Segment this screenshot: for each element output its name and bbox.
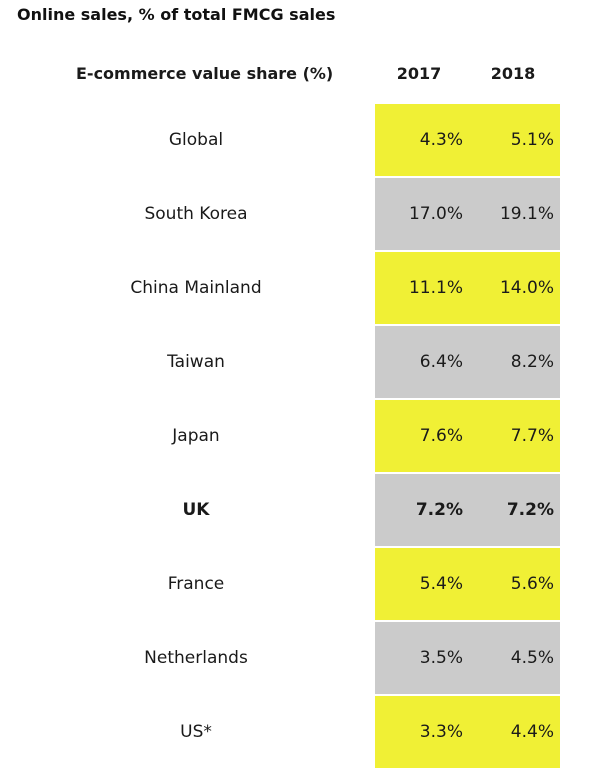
cell-2017: 17.0% bbox=[375, 178, 469, 250]
cell-2017: 3.5% bbox=[375, 622, 469, 694]
cell-2017: 3.3% bbox=[375, 696, 469, 768]
row-divider bbox=[375, 176, 560, 178]
header-year-2017: 2017 bbox=[396, 64, 442, 83]
cell-2018: 5.1% bbox=[469, 104, 560, 176]
cell-2018: 7.7% bbox=[469, 400, 560, 472]
header-label: E-commerce value share (%) bbox=[76, 64, 334, 83]
row-label: UK bbox=[182, 500, 210, 520]
table-body: Global 4.3% 5.1% South Korea 17.0% 19.1% China… bbox=[0, 104, 595, 770]
row-divider bbox=[375, 472, 560, 474]
cell-2017: 7.6% bbox=[375, 400, 469, 472]
table-row: UK 7.2% 7.2% bbox=[0, 474, 595, 548]
table-row: Netherlands 3.5% 4.5% bbox=[0, 622, 595, 696]
table-row: Global 4.3% 5.1% bbox=[0, 104, 595, 178]
header-year-2018: 2018 bbox=[490, 64, 536, 83]
table-row: Japan 7.6% 7.7% bbox=[0, 400, 595, 474]
row-divider bbox=[375, 324, 560, 326]
cell-2018: 4.5% bbox=[469, 622, 560, 694]
table-row: France 5.4% 5.6% bbox=[0, 548, 595, 622]
cell-2017: 7.2% bbox=[375, 474, 469, 546]
table-row: US* 3.3% 4.4% bbox=[0, 696, 595, 770]
row-divider bbox=[375, 398, 560, 400]
row-label: South Korea bbox=[144, 204, 248, 224]
cell-2018: 4.4% bbox=[469, 696, 560, 768]
table-header: E-commerce value share (%) 2017 2018 bbox=[0, 60, 595, 88]
row-divider bbox=[375, 250, 560, 252]
cell-2018: 14.0% bbox=[469, 252, 560, 324]
cell-2017: 5.4% bbox=[375, 548, 469, 620]
row-label: Netherlands bbox=[144, 648, 248, 668]
row-label: Global bbox=[168, 130, 224, 150]
row-label: China Mainland bbox=[130, 278, 262, 298]
row-divider bbox=[375, 620, 560, 622]
table-row: South Korea 17.0% 19.1% bbox=[0, 178, 595, 252]
row-label: France bbox=[167, 574, 225, 594]
cell-2017: 6.4% bbox=[375, 326, 469, 398]
table-row: Taiwan 6.4% 8.2% bbox=[0, 326, 595, 400]
row-label: Japan bbox=[172, 426, 220, 446]
cell-2017: 11.1% bbox=[375, 252, 469, 324]
cell-2017: 4.3% bbox=[375, 104, 469, 176]
chart-title: Online sales, % of total FMCG sales bbox=[17, 5, 336, 24]
row-label: US* bbox=[180, 722, 212, 742]
row-label: Taiwan bbox=[167, 352, 225, 372]
cell-2018: 5.6% bbox=[469, 548, 560, 620]
cell-2018: 7.2% bbox=[469, 474, 560, 546]
cell-2018: 19.1% bbox=[469, 178, 560, 250]
row-divider bbox=[375, 694, 560, 696]
row-divider bbox=[375, 768, 560, 770]
cell-2018: 8.2% bbox=[469, 326, 560, 398]
row-divider bbox=[375, 546, 560, 548]
table-row: China Mainland 11.1% 14.0% bbox=[0, 252, 595, 326]
